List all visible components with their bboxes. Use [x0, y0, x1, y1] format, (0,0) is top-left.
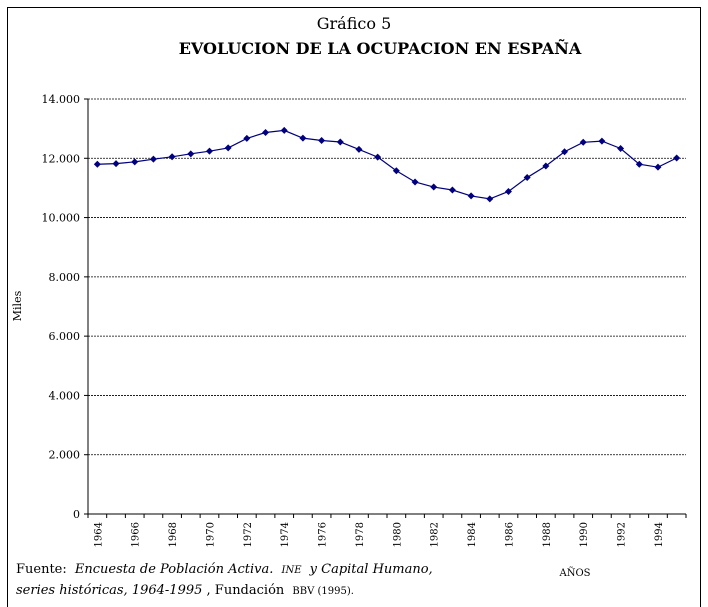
source-text: BBV (1995). — [292, 586, 354, 597]
x-tick-label: 1966 — [131, 522, 142, 547]
marker — [374, 153, 382, 161]
marker — [523, 174, 531, 182]
x-tick-label: 1964 — [93, 522, 104, 547]
x-tick-label: 1990 — [579, 522, 590, 547]
y-tick-label: 6.000 — [49, 330, 81, 343]
y-axis-label: Miles — [11, 290, 24, 321]
marker — [673, 154, 681, 162]
x-tick-label: 1970 — [205, 522, 216, 547]
marker — [224, 144, 232, 152]
x-tick-label: 1986 — [504, 522, 515, 547]
marker — [336, 138, 344, 146]
marker — [486, 195, 494, 203]
x-tick-label: 1968 — [168, 522, 179, 547]
marker — [299, 134, 307, 142]
source-text: INE — [281, 565, 303, 576]
marker — [542, 162, 550, 170]
marker — [318, 137, 326, 144]
y-tick-label: 8.000 — [49, 271, 81, 284]
source-text: series históricas, 1964-1995 — [16, 583, 202, 598]
marker — [467, 192, 475, 200]
x-tick-label: 1982 — [430, 522, 441, 547]
marker — [598, 137, 606, 145]
marker — [430, 183, 438, 191]
x-tick-label: 1972 — [243, 522, 254, 547]
marker — [504, 187, 512, 195]
y-tick-label: 10.000 — [42, 212, 81, 225]
source-line: series históricas, 1964-1995 , Fundación… — [16, 583, 354, 598]
source-text: Encuesta de Población Activa. — [74, 562, 273, 577]
frame — [7, 7, 701, 607]
marker — [243, 134, 251, 142]
source-text: Fuente: — [16, 562, 67, 577]
marker — [448, 186, 456, 194]
x-tick-label: 1980 — [392, 522, 403, 547]
marker — [280, 126, 288, 134]
x-tick-label: 1984 — [467, 522, 478, 547]
marker — [635, 160, 643, 168]
x-axis-label: AÑOS — [558, 567, 590, 579]
chart-number: Gráfico 5 — [317, 14, 392, 33]
x-tick-label: 1988 — [542, 522, 553, 547]
marker — [187, 150, 195, 158]
x-tick-label: 1974 — [280, 522, 291, 547]
marker — [112, 160, 120, 168]
x-tick-label: 1992 — [617, 522, 628, 547]
chart-title: EVOLUCION DE LA OCUPACION EN ESPAÑA — [179, 37, 582, 58]
marker — [392, 167, 400, 175]
source-text: , Fundación — [207, 583, 285, 598]
marker — [262, 128, 270, 136]
marker — [579, 138, 587, 146]
marker — [654, 163, 662, 171]
marker — [168, 153, 176, 161]
x-tick-label: 1978 — [355, 522, 366, 547]
marker — [205, 147, 213, 155]
y-tick-label: 0 — [73, 508, 80, 521]
marker — [411, 178, 419, 186]
marker — [561, 148, 569, 156]
marker — [131, 158, 139, 166]
marker — [93, 160, 101, 168]
y-tick-label: 14.000 — [42, 93, 81, 106]
line — [97, 129, 677, 200]
source-line: Fuente: Encuesta de Población Activa. IN… — [16, 562, 433, 577]
x-tick-label: 1976 — [318, 522, 329, 547]
y-tick-label: 12.000 — [42, 152, 81, 165]
source-text: y Capital Humano, — [309, 562, 433, 577]
y-tick-label: 4.000 — [49, 389, 81, 402]
marker — [617, 145, 625, 153]
marker — [149, 155, 157, 163]
x-tick-label: 1994 — [654, 522, 665, 547]
marker — [355, 145, 363, 153]
y-tick-label: 2.000 — [49, 449, 81, 462]
